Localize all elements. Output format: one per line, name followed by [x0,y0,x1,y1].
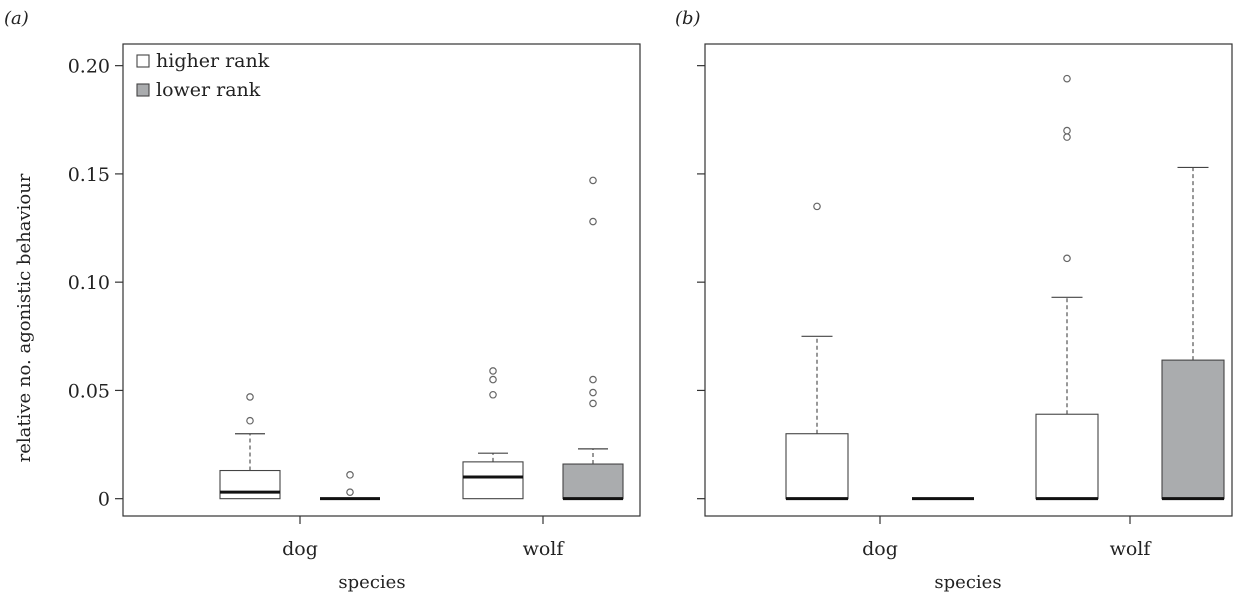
box-dog-higher-rank-iqr [219,469,281,500]
x-tick-label-wolf: wolf [523,538,566,560]
box-wolf-higher-rank-iqr [462,461,524,500]
box-wolf-higher-rank-outlier-2 [1063,126,1071,135]
y-tick-label-0: 0 [98,489,110,511]
panel-a-plot-area: 0 0.05 0.10 0.15 0.20 dog wolf [68,56,624,560]
box-dog-lower-rank-outlier-1 [346,471,354,479]
box-wolf-higher-rank-outlier-0 [489,390,497,399]
box-dog-higher-rank-iqr [785,433,849,500]
box-wolf-lower-rank-iqr [1161,359,1225,500]
panel-a-label: (a) [4,8,29,29]
box-wolf-lower-rank-iqr [562,463,624,500]
panel-b-plot-area: dog wolf [697,65,1225,560]
panel-a-y-axis-title: relative no. agonistic behaviour [14,173,35,462]
x-tick-label-dog: dog [282,538,318,560]
box-wolf-higher-rank-outlier-3 [1063,74,1071,83]
y-tick-label-3: 0.15 [68,164,110,186]
y-tick-label-4: 0.20 [68,56,110,78]
x-tick-label-wolf: wolf [1110,538,1153,560]
box-wolf-higher-rank-outlier-2 [489,367,497,375]
box-wolf-lower-rank-outlier-4 [589,176,597,185]
box-dog-higher-rank-outlier-0 [246,416,254,425]
box-wolf-higher-rank-outlier-1 [1063,133,1071,141]
box-wolf-higher-rank-outlier-0 [1063,254,1071,263]
panel-b-frame [704,43,1233,517]
panel-a-x-axis-title: species [338,572,405,593]
panel-a-frame [122,43,641,517]
box-wolf-lower-rank-outlier-1 [589,388,597,397]
x-tick-label-dog: dog [862,538,898,560]
box-dog-lower-rank-outlier-0 [346,488,354,496]
box-wolf-higher-rank-outlier-1 [489,375,497,384]
box-wolf-lower-rank-outlier-2 [589,375,597,384]
panel-b-x-axis-title: species [934,572,1001,593]
box-wolf-higher-rank-iqr [1035,413,1099,500]
box-wolf-lower-rank-outlier-3 [589,217,597,226]
box-wolf-lower-rank-outlier-0 [589,399,597,408]
legend-label-lower-rank: lower rank [156,79,261,101]
panel-a-legend: higher rank lower rank [136,50,270,101]
panel-b: (b) dog wolf species [675,8,1233,593]
legend-label-higher-rank: higher rank [156,50,270,72]
legend-swatch-higher-rank [136,54,150,68]
panel-b-label: (b) [675,8,701,29]
box-dog-higher-rank-outlier-0 [813,202,821,211]
box-dog-higher-rank-outlier-1 [246,393,254,401]
panel-a: (a) relative no. agonistic behaviour 0 0.… [4,8,641,593]
y-tick-label-1: 0.05 [68,380,110,402]
y-tick-label-2: 0.10 [68,272,110,294]
legend-swatch-lower-rank [136,83,150,97]
